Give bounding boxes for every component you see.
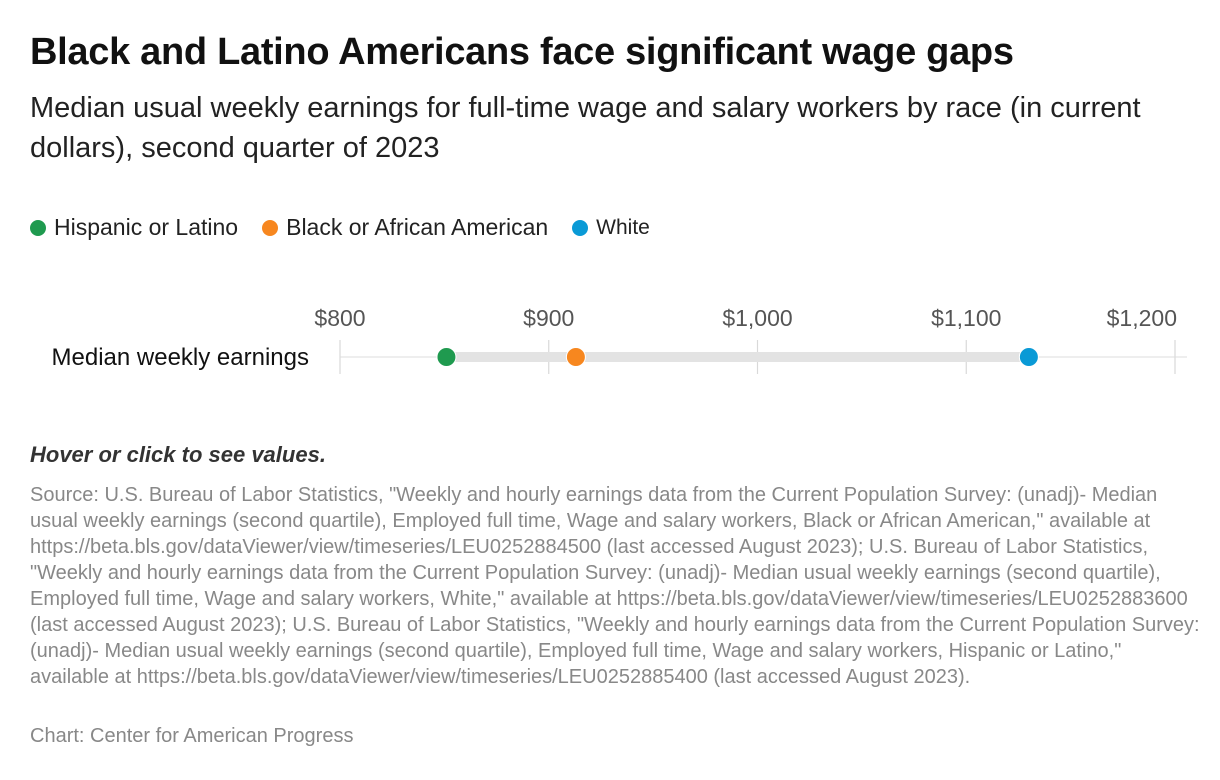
source-note: Source: U.S. Bureau of Labor Statistics,… — [30, 484, 1200, 688]
x-tick-label: $1,100 — [931, 305, 1001, 331]
legend: Hispanic or Latino Black or African Amer… — [30, 214, 674, 241]
x-tick-label: $1,000 — [722, 305, 792, 331]
x-tick-label: $800 — [314, 305, 365, 331]
legend-item-black[interactable]: Black or African American — [262, 214, 548, 241]
chart-subtitle: Median usual weekly earnings for full-ti… — [30, 92, 1141, 164]
interaction-hint: Hover or click to see values. — [30, 442, 326, 467]
chart-title: Black and Latino Americans face signific… — [30, 31, 1014, 73]
legend-label-black: Black or African American — [286, 214, 549, 240]
legend-item-hispanic[interactable]: Hispanic or Latino — [30, 214, 238, 241]
data-point-white[interactable] — [1018, 347, 1039, 367]
legend-dot-white — [572, 219, 589, 236]
data-point-hispanic[interactable] — [436, 347, 457, 367]
x-tick-label: $1,200 — [1107, 305, 1177, 331]
row-label: Median weekly earnings — [52, 344, 309, 371]
legend-dot-black — [262, 219, 279, 236]
dot-plot-chart: $800 $900 $1,000 $1,100 $1,200 Median weekly … — [52, 305, 1187, 374]
legend-item-white[interactable]: White — [572, 216, 650, 240]
legend-dot-hispanic — [30, 219, 46, 236]
data-point-black[interactable] — [565, 347, 586, 367]
legend-label-white: White — [596, 215, 650, 239]
x-tick-label: $900 — [523, 305, 574, 331]
legend-label-hispanic: Hispanic or Latino — [54, 214, 239, 240]
chart-credit: Chart: Center for American Progress — [30, 725, 354, 747]
